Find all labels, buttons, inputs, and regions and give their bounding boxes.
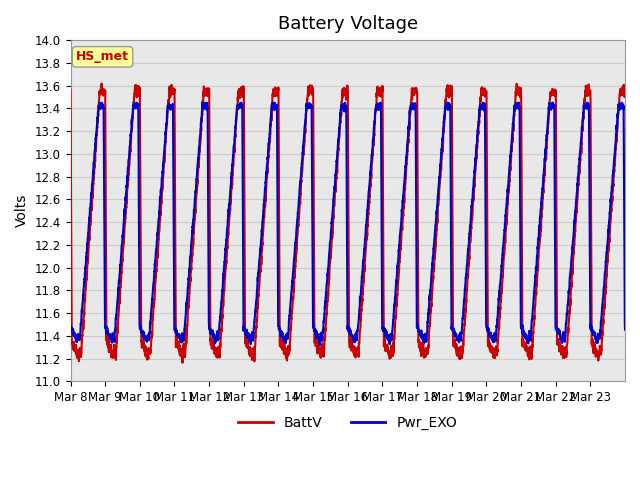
BattV xyxy=(468,215,476,220)
Pwr_EXO xyxy=(316,343,324,348)
BattV xyxy=(504,207,511,213)
Pwr_EXO xyxy=(537,207,545,213)
BattV xyxy=(67,87,74,93)
Legend: BattV, Pwr_EXO: BattV, Pwr_EXO xyxy=(233,411,463,436)
Y-axis label: Volts: Volts xyxy=(15,194,29,228)
Pwr_EXO xyxy=(468,200,476,205)
BattV xyxy=(615,104,623,109)
Line: BattV: BattV xyxy=(70,84,625,363)
BattV xyxy=(98,81,106,86)
Pwr_EXO xyxy=(180,332,188,338)
Pwr_EXO xyxy=(98,100,106,106)
Pwr_EXO xyxy=(621,327,629,333)
Text: HS_met: HS_met xyxy=(76,50,129,63)
Line: Pwr_EXO: Pwr_EXO xyxy=(70,103,625,346)
BattV xyxy=(179,360,186,366)
Pwr_EXO xyxy=(504,192,511,198)
BattV xyxy=(537,226,545,231)
Pwr_EXO xyxy=(67,324,74,330)
Title: Battery Voltage: Battery Voltage xyxy=(278,15,418,33)
BattV xyxy=(180,348,188,354)
Pwr_EXO xyxy=(615,100,623,106)
BattV xyxy=(419,345,427,351)
Pwr_EXO xyxy=(419,336,427,341)
BattV xyxy=(621,87,629,93)
